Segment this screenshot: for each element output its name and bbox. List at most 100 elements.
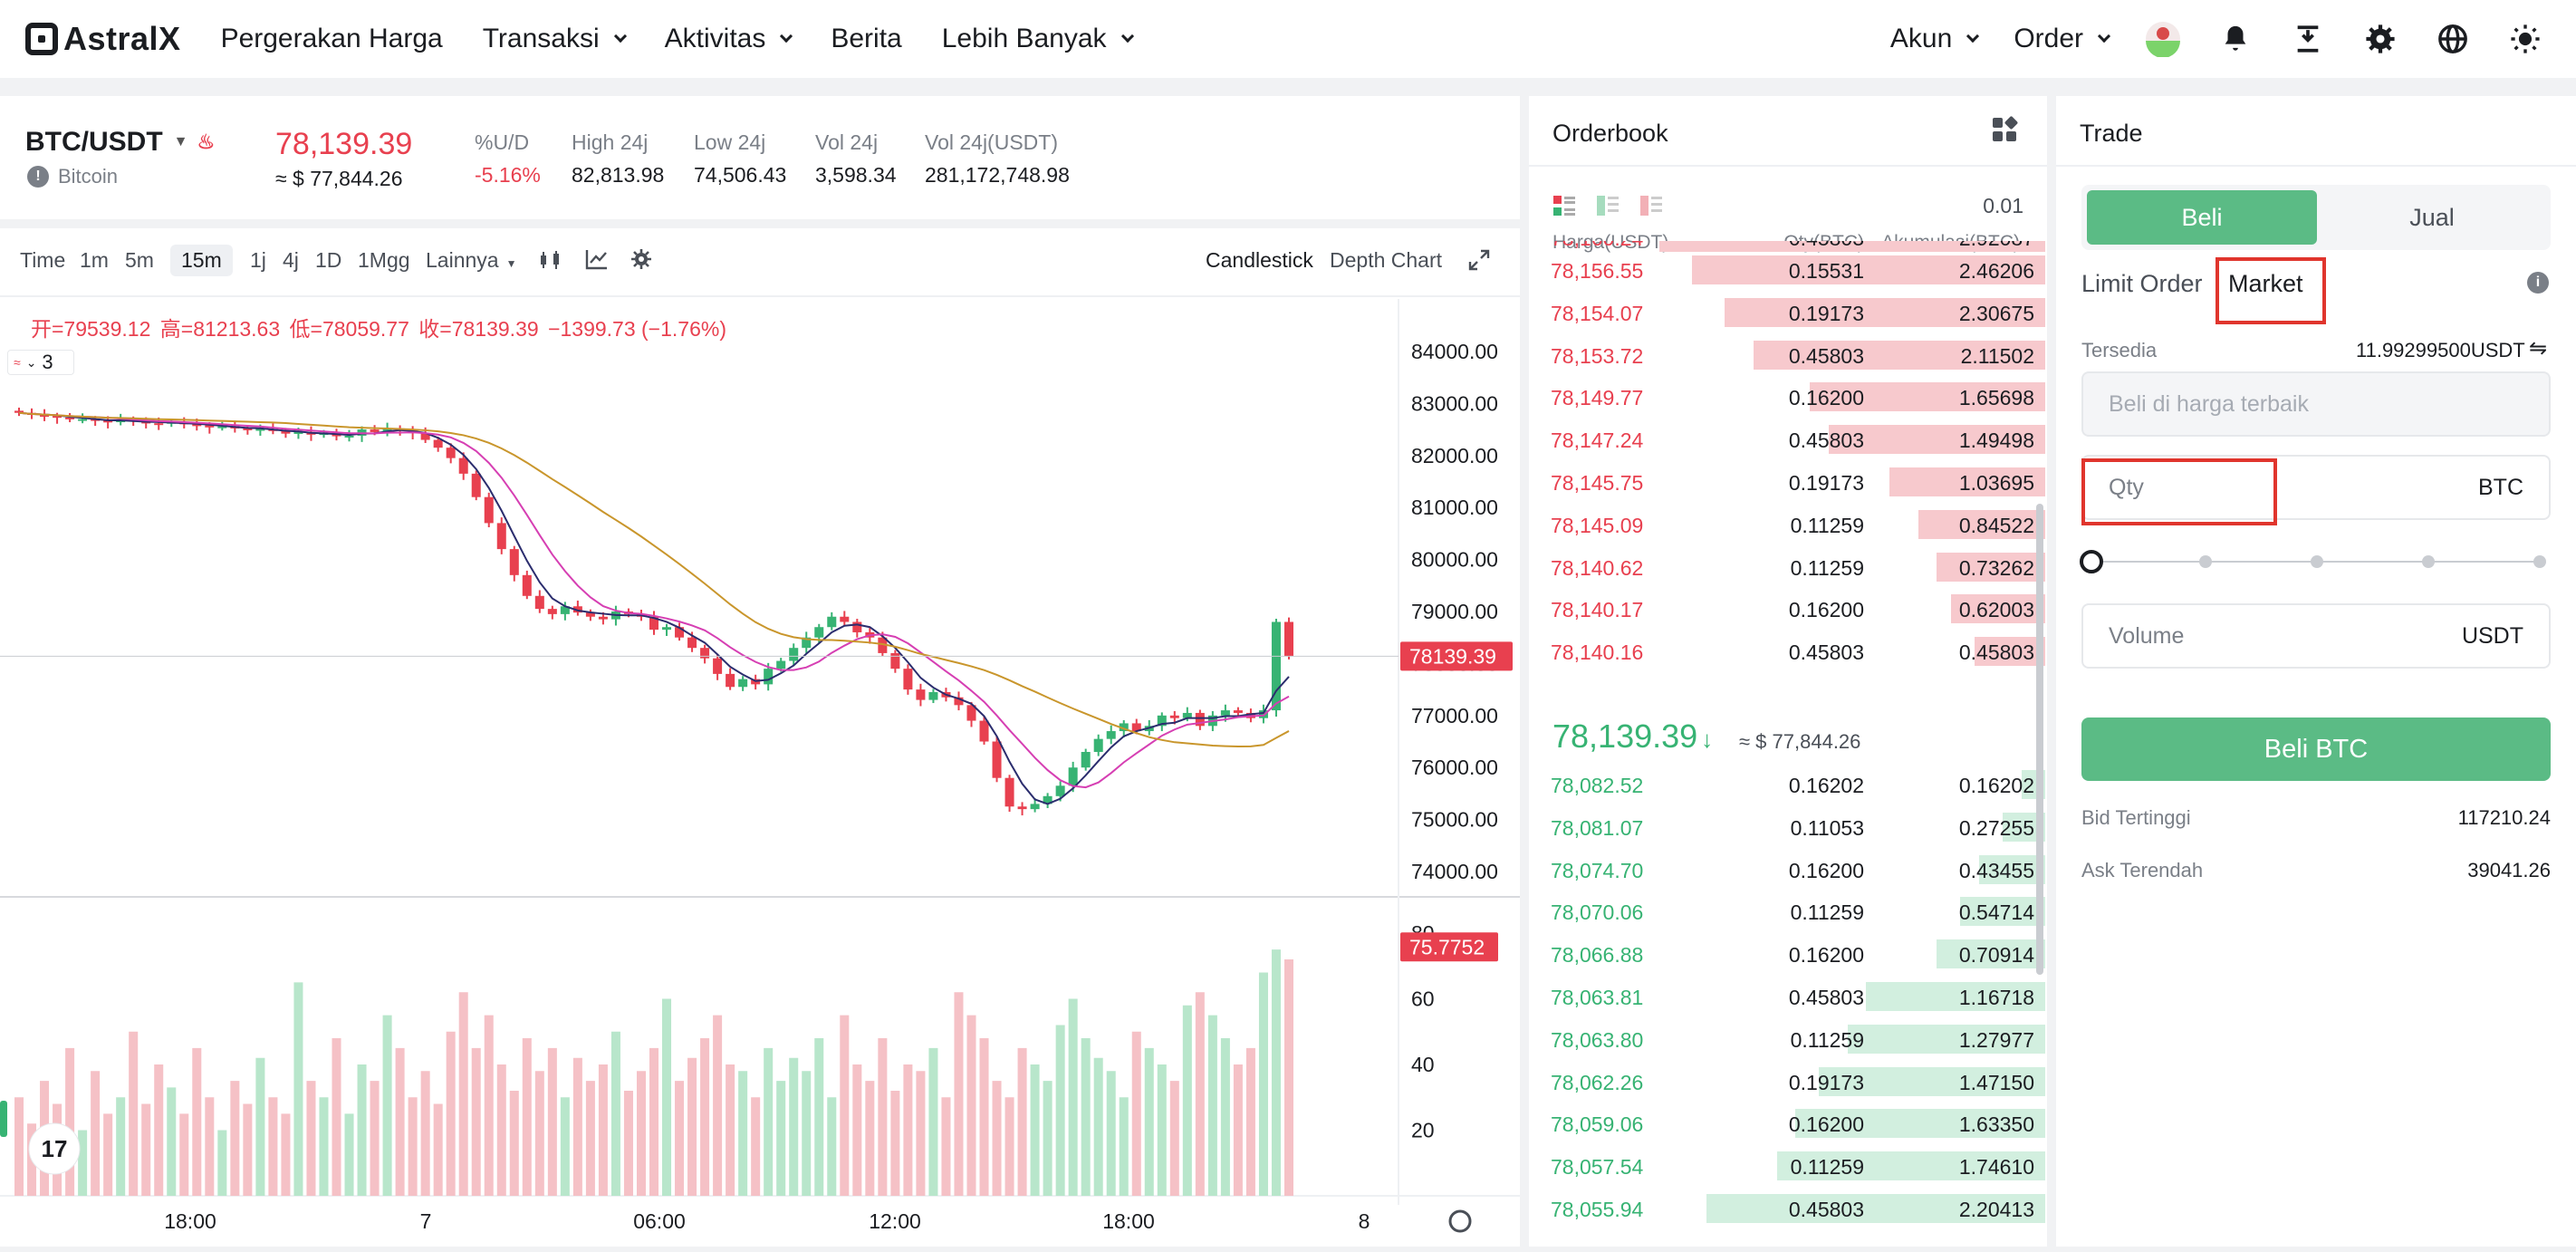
chart-settings-icon[interactable] xyxy=(630,248,652,274)
slider-step-25[interactable] xyxy=(2199,555,2212,568)
bid-row[interactable]: 78,063.81 0.45803 1.16718 xyxy=(1529,978,2045,1015)
volume-bar xyxy=(522,1038,532,1196)
slider-step-75[interactable] xyxy=(2422,555,2435,568)
nav-item-berita[interactable]: Berita xyxy=(831,24,901,54)
row-price: 78,156.55 xyxy=(1551,259,1644,283)
chevron-down-icon xyxy=(613,29,627,43)
avatar[interactable] xyxy=(2145,21,2181,57)
x-tick-label: 8 xyxy=(1359,1209,1370,1233)
nav-item-transaksi[interactable]: Transaksi xyxy=(483,24,627,54)
ask-row[interactable]: 78,160.24 0.45803 2.92087 xyxy=(1529,241,2045,255)
volume-field[interactable]: Volume USDT xyxy=(2081,603,2551,669)
volume-bar xyxy=(713,1015,723,1196)
fullscreen-icon[interactable] xyxy=(1467,248,1491,276)
ask-row[interactable]: 78,149.77 0.16200 1.65698 xyxy=(1529,379,2045,415)
bid-row[interactable]: 78,055.94 0.45803 2.20413 xyxy=(1529,1190,2045,1227)
orderbook-scrollbar[interactable] xyxy=(2036,504,2043,975)
volume-bar xyxy=(1207,1015,1217,1196)
bid-row[interactable]: 78,066.88 0.16200 0.70914 xyxy=(1529,936,2045,972)
bid-row[interactable]: 78,059.06 0.16200 1.63350 xyxy=(1529,1105,2045,1141)
price-field[interactable]: Beli di harga terbaik xyxy=(2081,371,2551,437)
nav-item-lebih-banyak[interactable]: Lebih Banyak xyxy=(942,24,1134,54)
bid-row[interactable]: 78,082.52 0.16202 0.16202 xyxy=(1529,766,2045,803)
transfer-icon[interactable]: ⇋ xyxy=(2529,336,2548,361)
volume-bar xyxy=(103,1113,113,1196)
ask-row[interactable]: 78,140.16 0.45803 0.45803 xyxy=(1529,633,2045,669)
layout-grid-icon[interactable] xyxy=(1991,116,2018,148)
theme-sun-icon[interactable] xyxy=(2507,21,2543,57)
bid-row[interactable]: 78,062.26 0.19173 1.47150 xyxy=(1529,1064,2045,1100)
interval-time[interactable]: Time xyxy=(20,248,66,272)
buy-tab[interactable]: Beli xyxy=(2087,190,2317,245)
row-price: 78,059.06 xyxy=(1551,1112,1644,1137)
volume-bar xyxy=(1017,1047,1027,1196)
volume-bar xyxy=(1131,1031,1141,1196)
bid-row[interactable]: 78,063.80 0.11259 1.27977 xyxy=(1529,1021,2045,1057)
indicator-toggle[interactable]: ≈ ⌄ 3 xyxy=(7,350,74,375)
view-bids-icon[interactable] xyxy=(1596,194,1620,222)
nav-order[interactable]: Order xyxy=(2014,24,2111,54)
interval-4j[interactable]: 4j xyxy=(283,248,299,272)
volume-bar xyxy=(764,1047,774,1196)
ask-row[interactable]: 78,145.09 0.11259 0.84522 xyxy=(1529,506,2045,543)
volume-bar xyxy=(789,1057,799,1196)
volume-bar xyxy=(979,1038,989,1196)
interval-5m[interactable]: 5m xyxy=(125,248,154,272)
depth-bar xyxy=(1753,340,2045,370)
volume-bar xyxy=(484,1015,494,1196)
interval-1d[interactable]: 1D xyxy=(315,248,342,272)
interval-1mgg[interactable]: 1Mgg xyxy=(358,248,410,272)
sell-tab[interactable]: Jual xyxy=(2409,203,2455,231)
depth-bar xyxy=(1937,552,2045,582)
y-tick-label: 82000.00 xyxy=(1411,444,1498,467)
bid-row[interactable]: 78,057.54 0.11259 1.74610 xyxy=(1529,1148,2045,1184)
interval-1m[interactable]: 1m xyxy=(80,248,109,272)
slider-step-50[interactable] xyxy=(2311,555,2323,568)
change-label: %U/D xyxy=(475,130,530,154)
bell-icon[interactable] xyxy=(2217,21,2254,57)
interval-15m[interactable]: 15m xyxy=(170,245,233,276)
row-qty: 0.19173 xyxy=(1788,301,1864,325)
indicator-icon[interactable] xyxy=(585,248,609,274)
info-icon[interactable]: i xyxy=(2527,272,2549,294)
row-accumulated: 1.16718 xyxy=(1958,986,2034,1009)
bid-row[interactable]: 78,070.06 0.11259 0.54714 xyxy=(1529,893,2045,929)
ask-row[interactable]: 78,147.24 0.45803 1.49498 xyxy=(1529,421,2045,457)
ask-row[interactable]: 78,154.07 0.19173 2.30675 xyxy=(1529,294,2045,331)
slider-step-100[interactable] xyxy=(2533,555,2546,568)
nav-item-pergerakan-harga[interactable]: Pergerakan Harga xyxy=(221,24,443,54)
buy-submit-button[interactable]: Beli BTC xyxy=(2081,717,2551,781)
view-both-icon[interactable] xyxy=(1552,194,1576,222)
volume-bar xyxy=(281,1113,291,1196)
candle-body xyxy=(649,616,659,631)
bid-row[interactable]: 78,081.07 0.11053 0.27255 xyxy=(1529,809,2045,845)
ask-row[interactable]: 78,156.55 0.15531 2.46206 xyxy=(1529,252,2045,288)
pair-selector[interactable]: BTC/USDT ▼ ♨ xyxy=(25,127,215,158)
download-icon[interactable] xyxy=(2290,21,2326,57)
view-asks-icon[interactable] xyxy=(1639,194,1663,222)
brand-logo[interactable]: AstralX xyxy=(25,20,181,58)
nav-item-aktivitas[interactable]: Aktivitas xyxy=(665,24,793,54)
candlestick-tab[interactable]: Candlestick xyxy=(1206,248,1313,272)
market-tab[interactable]: Market xyxy=(2228,270,2303,297)
gear-icon[interactable] xyxy=(2362,21,2398,57)
bid-row[interactable]: 78,074.70 0.16200 0.43455 xyxy=(1529,852,2045,888)
candle-type-icon[interactable] xyxy=(538,250,563,274)
candle-body xyxy=(420,433,430,440)
interval-more[interactable]: Lainnya ▼ xyxy=(426,248,516,273)
limit-order-tab[interactable]: Limit Order xyxy=(2081,270,2203,297)
qty-field[interactable]: Qty BTC xyxy=(2081,455,2551,520)
tradingview-logo-text: 17 xyxy=(42,1135,68,1162)
ask-row[interactable]: 78,145.75 0.19173 1.03695 xyxy=(1529,464,2045,500)
ask-row[interactable]: 78,140.17 0.16200 0.62003 xyxy=(1529,591,2045,627)
nav-account[interactable]: Akun xyxy=(1890,24,1980,54)
ask-row[interactable]: 78,153.72 0.45803 2.11502 xyxy=(1529,337,2045,373)
globe-icon[interactable] xyxy=(2435,21,2471,57)
bids-list: 78,082.52 0.16202 0.16202 78,081.07 0.11053 0… xyxy=(1529,766,2047,1247)
interval-1j[interactable]: 1j xyxy=(250,248,266,272)
depth-chart-tab[interactable]: Depth Chart xyxy=(1330,248,1443,272)
ask-row[interactable]: 78,140.62 0.11259 0.73262 xyxy=(1529,549,2045,585)
amount-slider-handle[interactable] xyxy=(2080,550,2103,573)
precision-select[interactable]: 0.01 xyxy=(1983,194,2023,217)
price-chart[interactable]: 84000.00 83000.00 82000.00 81000.00 80000.00… xyxy=(0,299,1520,1247)
